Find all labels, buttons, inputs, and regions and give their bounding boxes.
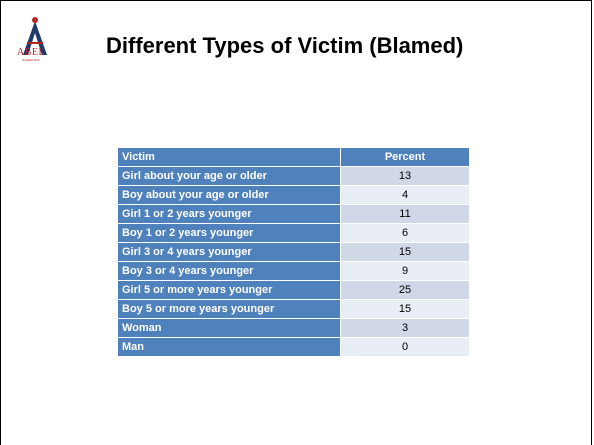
victim-cell: Girl about your age or older xyxy=(117,166,341,186)
header-cell: Percent xyxy=(340,147,470,167)
logo-tagline: SCREENING xyxy=(22,58,40,62)
header-row: Victim Percent xyxy=(117,147,470,167)
victim-cell: Woman xyxy=(117,318,341,338)
percent-cell: 11 xyxy=(340,204,470,224)
percent-cell: 6 xyxy=(340,223,470,243)
table-row: Girl about your age or older 13 xyxy=(117,166,470,186)
percent-cell: 4 xyxy=(340,185,470,205)
header-cell: Victim xyxy=(117,147,341,167)
table-row: Boy 5 or more years younger 15 xyxy=(117,299,470,319)
victim-cell: Boy 1 or 2 years younger xyxy=(117,223,341,243)
table-row: Boy about your age or older 4 xyxy=(117,185,470,205)
logo-icon xyxy=(23,17,47,55)
victim-cell: Girl 1 or 2 years younger xyxy=(117,204,341,224)
table-row: Boy 1 or 2 years younger 6 xyxy=(117,223,470,243)
slide-title: Different Types of Victim (Blamed) xyxy=(106,33,464,58)
table-row: Girl 1 or 2 years younger 11 xyxy=(117,204,470,224)
percent-cell: 15 xyxy=(340,242,470,262)
percent-cell: 9 xyxy=(340,261,470,281)
percent-cell: 13 xyxy=(340,166,470,186)
victim-cell: Girl 3 or 4 years younger xyxy=(117,242,341,262)
table-row: Man 0 xyxy=(117,337,470,357)
percent-cell: 3 xyxy=(340,318,470,338)
table-row: Woman 3 xyxy=(117,318,470,338)
victim-cell: Boy 5 or more years younger xyxy=(117,299,341,319)
logo-name: ABEL xyxy=(16,47,46,58)
percent-cell: 25 xyxy=(340,280,470,300)
victim-cell: Girl 5 or more years younger xyxy=(117,280,341,300)
victim-cell: Boy 3 or 4 years younger xyxy=(117,261,341,281)
percent-cell: 15 xyxy=(340,299,470,319)
percent-cell: 0 xyxy=(340,337,470,357)
victim-cell: Man xyxy=(117,337,341,357)
table-row: Girl 5 or more years younger 25 xyxy=(117,280,470,300)
table-row: Boy 3 or 4 years younger 9 xyxy=(117,261,470,281)
data-table: Victim Percent Girl about your age or ol… xyxy=(117,147,470,357)
table-row: Girl 3 or 4 years younger 15 xyxy=(117,242,470,262)
victim-cell: Boy about your age or older xyxy=(117,185,341,205)
